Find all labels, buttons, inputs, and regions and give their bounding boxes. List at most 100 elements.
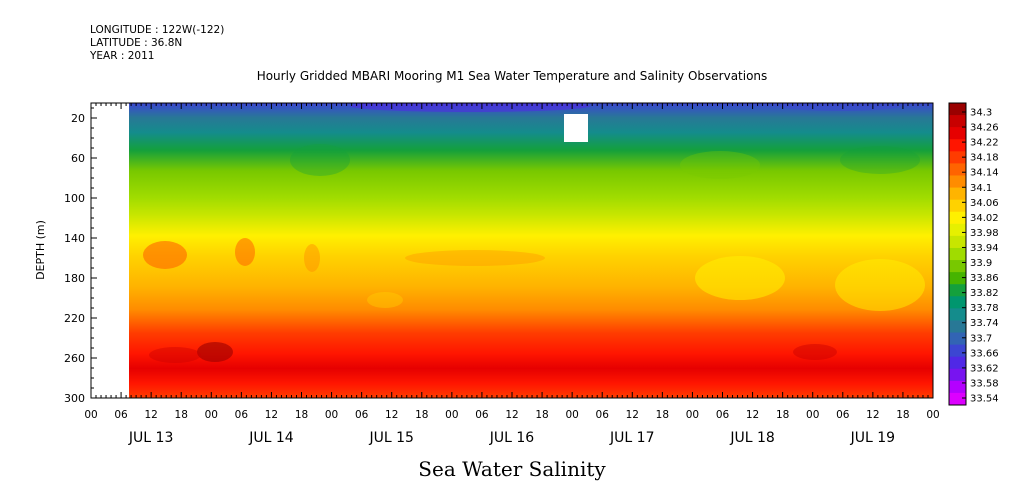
y-axis: 20 60 100 140 180 220 260 300 [64,107,97,405]
colorbar-swatch [949,163,966,176]
x-hour-label: 00 [806,409,819,421]
x-hour-label: 18 [295,409,308,421]
colorbar-label: 33.82 [970,288,999,299]
colorbar-swatch [949,284,966,297]
x-hour-label: 06 [716,409,730,421]
x-hour-label: 00 [565,409,578,421]
colorbar-swatch [949,139,966,152]
x-hour-label: 00 [686,409,699,421]
y-tick-label: 260 [64,352,85,365]
colorbar-swatch [949,127,966,140]
x-hour-label: 06 [475,409,489,421]
x-hour-label: 06 [235,409,249,421]
salinity-contour [290,144,350,176]
x-hour-label: 12 [144,409,157,421]
colorbar-label: 33.7 [970,333,992,344]
colorbar-label: 34.02 [970,213,999,224]
colorbar-swatch [949,332,966,346]
x-hour-label: 00 [325,409,338,421]
x-hour-label: 06 [836,409,850,421]
colorbar-label: 33.78 [970,303,999,314]
x-day-label: JUL 16 [489,430,535,446]
x-hour-label: 12 [385,409,398,421]
x-hour-label: 06 [355,409,369,421]
colorbar-label: 34.22 [970,138,999,149]
missing-data-patch [564,114,588,142]
x-hour-label: 12 [505,409,518,421]
y-tick-label: 100 [64,192,85,205]
y-tick-label: 180 [64,272,85,285]
colorbar-label: 33.9 [970,258,992,269]
x-day-label: JUL 19 [850,430,895,446]
colorbar-label: 33.98 [970,228,999,239]
salinity-contour [780,103,900,111]
y-tick-label: 140 [64,232,85,245]
x-hour-label: 18 [656,409,669,421]
x-day-label: JUL 18 [729,430,774,446]
colorbar-label: 33.74 [970,318,999,329]
x-day-label: JUL 15 [368,430,413,446]
colorbar-label: 33.94 [970,243,999,254]
salinity-contour [235,238,255,266]
latitude-label: LATITUDE : 36.8N [90,37,183,49]
colorbar-swatch [949,308,966,321]
x-hour-label: 00 [205,409,218,421]
salinity-contour [405,250,545,266]
colorbar-label: 33.62 [970,363,999,374]
salinity-contour [350,103,590,112]
salinity-contour [680,151,760,179]
colorbar-label: 34.06 [970,198,999,209]
colorbar-label: 33.66 [970,348,999,359]
colorbar-swatch [949,235,966,249]
x-day-label: JUL 14 [248,430,294,446]
colorbar-label: 33.58 [970,378,999,389]
colorbar-frame [948,102,967,406]
colorbar-swatch [949,320,966,334]
salinity-contour [367,292,403,308]
x-hour-label: 18 [896,409,909,421]
x-day-label: JUL 13 [128,430,173,446]
x-day-label: JUL 17 [609,430,654,446]
x-hour-label: 12 [746,409,759,421]
colorbar-swatch [949,187,966,201]
longitude-label: LONGITUDE : 122W(-122) [90,24,225,36]
colorbar-swatch [949,223,966,237]
colorbar: 34.3 34.26 34.22 34.18 34.14 34.1 34.06 34.02 33… [948,102,999,406]
y-axis-label: DEPTH (m) [34,220,47,280]
x-axis: 00 06 12 18 00 06 12 18 00 06 12 18 00 06 12 18 00 06 12 18… [84,103,940,446]
salinity-contour [840,146,920,174]
x-hour-label: 18 [175,409,188,421]
x-hour-label: 18 [415,409,428,421]
colorbar-label: 34.18 [970,153,999,164]
year-label: YEAR : 2011 [90,50,155,62]
x-hour-label: 18 [776,409,789,421]
colorbar-swatch [949,199,966,213]
colorbar-swatch [949,260,966,273]
salinity-contour [835,259,925,311]
x-hour-label: 06 [114,409,128,421]
x-hour-label: 00 [445,409,458,421]
colorbar-swatch [949,115,966,128]
colorbar-swatch [949,103,966,116]
colorbar-label: 34.1 [970,183,992,194]
x-axis-label: Sea Water Salinity [418,457,606,481]
salinity-contour [695,256,785,300]
y-tick-label: 300 [64,392,85,405]
x-hour-label: 12 [626,409,639,421]
colorbar-swatch [949,380,966,394]
colorbar-label: 34.26 [970,123,999,134]
salinity-contour [304,244,320,272]
colorbar-label: 34.3 [970,108,992,119]
colorbar-swatch [949,272,966,285]
x-hour-label: 00 [84,409,97,421]
salinity-contour [143,241,187,269]
colorbar-swatch [949,175,966,189]
colorbar-label: 33.86 [970,273,999,284]
colorbar-swatch [949,368,966,382]
colorbar-swatch [949,344,966,358]
x-hour-label: 12 [265,409,278,421]
salinity-contour [793,344,837,360]
y-tick-label: 220 [64,312,85,325]
